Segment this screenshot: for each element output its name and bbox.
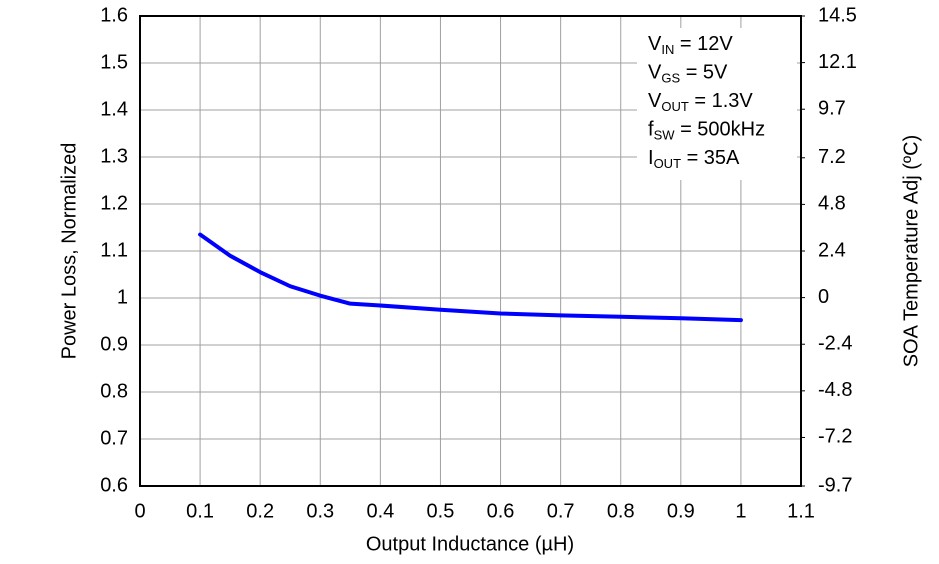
annotation-text: = 1.3V [689,90,754,112]
x-tick-label: 0.4 [366,500,394,522]
x-tick-label: 0.6 [487,500,515,522]
annotation-box [637,28,797,180]
y2-axis-label: SOA Temperature Adj (ºC) [900,135,922,368]
annotation: IOUT = 35A [648,147,740,171]
y2-tick-label: 12.1 [818,51,857,73]
y-tick-label: 1.2 [100,192,128,214]
y-tick-label: 0.9 [100,333,128,355]
annotation: VGS = 5V [648,62,728,86]
y2-tick-label: -7.2 [818,426,852,448]
y2-tick-label: -4.8 [818,379,852,401]
x-tick-label: 0.3 [306,500,334,522]
y-tick-label: 1.1 [100,239,128,261]
y-tick-label: 1.5 [100,51,128,73]
annotation-subscript: OUT [654,156,682,171]
x-tick-label: 0.5 [427,500,455,522]
y2-tick-label: 14.5 [818,4,857,26]
y-tick-label: 0.8 [100,380,128,402]
annotation-symbol: V [648,33,662,55]
plot-frame [139,15,802,487]
annotation-symbol: I [648,147,654,169]
y-tick-label: 0.7 [100,427,128,449]
annotation-symbol: f [648,119,654,141]
y2-tick-label: 0 [818,286,829,308]
y2-tick-label: 7.2 [818,146,846,168]
y2-tick-label: -9.7 [818,474,852,496]
y2-tick-label: -2.4 [818,333,852,355]
y2-tick-label: 9.7 [818,98,846,120]
x-tick-label: 0.7 [547,500,575,522]
annotation-text: = 12V [674,33,733,55]
data-line [198,232,743,323]
y-tick-label: 0.6 [100,474,128,496]
annotation-text: = 35A [681,147,740,169]
y-tick-label: 1 [117,286,128,308]
annotation-symbol: V [648,90,662,112]
x-tick-label: 0.2 [246,500,274,522]
y2-tick-label: 4.8 [818,193,846,215]
annotation-symbol: V [648,62,662,84]
annotation-subscript: GS [661,71,680,86]
y-tick-label: 1.6 [100,4,128,26]
y-tick-label: 1.3 [100,145,128,167]
y2-tick-label: 2.4 [818,239,846,261]
annotation: fSW = 500kHz [648,119,765,143]
x-tick-label: 1 [735,500,746,522]
x-tick-label: 0 [134,500,145,522]
x-tick-label: 0.8 [607,500,635,522]
x-tick-label: 0.1 [186,500,214,522]
annotation-subscript: IN [661,42,674,57]
x-tick-label: 0.9 [667,500,695,522]
annotation-subscript: SW [654,128,676,143]
annotation: VIN = 12V [648,33,733,57]
x-axis-label: Output Inductance (µH) [366,533,574,555]
annotation: VOUT = 1.3V [648,90,753,114]
annotation-text: = 500kHz [675,119,766,141]
annotation-subscript: OUT [661,99,689,114]
x-tick-label: 1.1 [787,500,815,522]
annotation-text: = 5V [680,62,728,84]
y-tick-label: 1.4 [100,98,128,120]
y-axis-label: Power Loss, Normalized [58,143,80,360]
